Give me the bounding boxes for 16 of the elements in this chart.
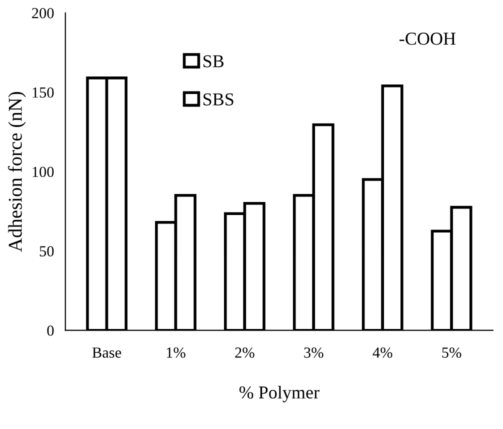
y-tick-label: 50: [40, 246, 54, 256]
legend-label: SBS: [204, 93, 234, 106]
y-tick-label: 150: [32, 87, 54, 98]
annotation: -COOH: [400, 32, 456, 45]
x-tick-label: 3%: [304, 347, 324, 358]
x-axis-title: % Polymer: [239, 386, 320, 402]
x-tick-label: 1%: [166, 347, 186, 358]
y-axis-title: Adhesion force (nN): [8, 92, 26, 252]
x-tick-label: 2%: [235, 347, 254, 358]
y-tick-label: 200: [32, 8, 54, 18]
x-tick-label: 5%: [442, 347, 462, 358]
legend-label: SB: [204, 55, 224, 68]
x-tick-label: Base: [92, 348, 122, 358]
y-tick-label: 0: [47, 325, 54, 336]
y-tick-label: 100: [32, 166, 54, 178]
x-tick-label: 4%: [372, 347, 392, 358]
